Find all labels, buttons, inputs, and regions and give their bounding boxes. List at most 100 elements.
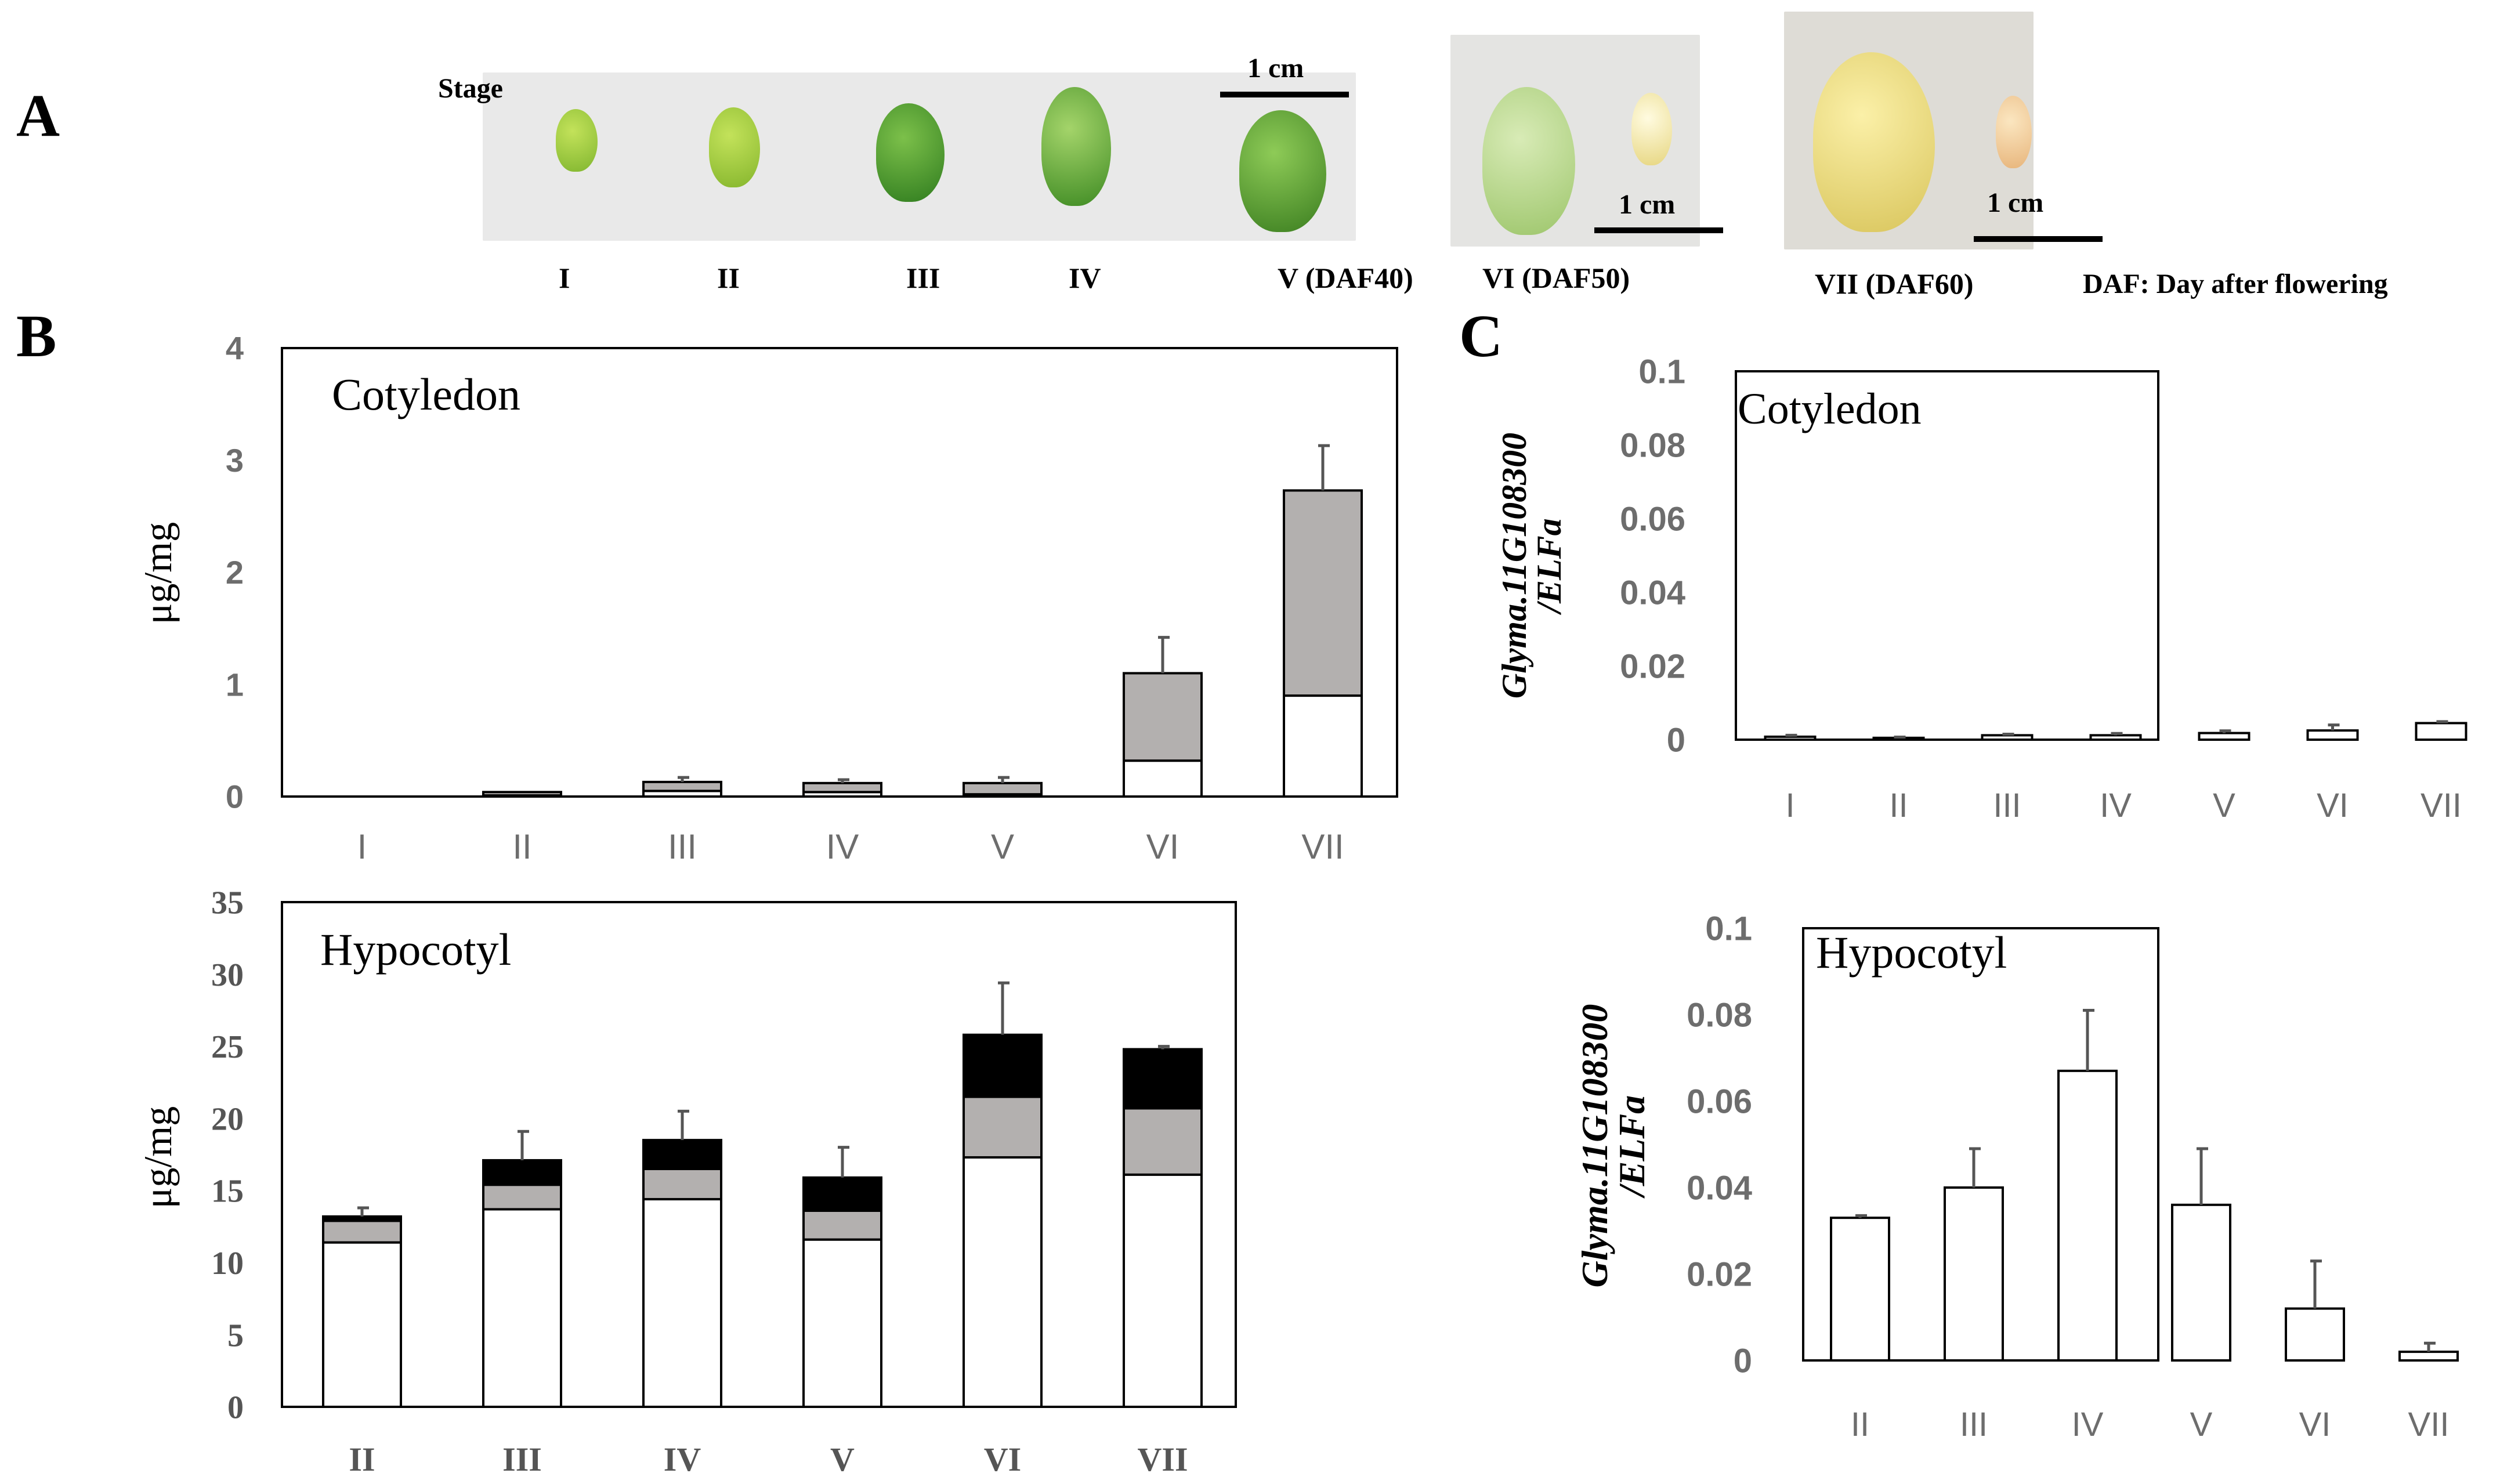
b-cotyledon-bar-gray	[1123, 672, 1203, 762]
scale-label-3: 1 cm	[1987, 187, 2044, 218]
panel-letter-a: A	[16, 82, 60, 149]
b-hypocotyl-ytick-label: 30	[211, 957, 244, 993]
c-cotyledon-ytick-label: 0	[1667, 721, 1685, 759]
seed-stage-v	[1239, 110, 1326, 232]
b-hypocotyl-bar-black	[322, 1215, 402, 1222]
b-hypocotyl-title: Hypocotyl	[320, 924, 511, 975]
b-hypocotyl-ytick-label: 20	[211, 1101, 244, 1137]
b-hypocotyl-bar-white	[1123, 1173, 1203, 1409]
c-hypocotyl-bar-expression	[2398, 1351, 2459, 1362]
stage-title: Stage	[438, 73, 503, 104]
b-hypocotyl-bar-gray	[322, 1219, 402, 1244]
scale-label-1: 1 cm	[1247, 53, 1304, 84]
b-cotyledon-ytick-label: 0	[226, 779, 244, 815]
c-cotyledon-category-label: VII	[2420, 787, 2462, 824]
c-cotyledon-ytick-label: 0.1	[1638, 353, 1685, 390]
b-hypocotyl-bar-white	[802, 1238, 882, 1409]
seed-stage-vii-sprout	[1996, 96, 2032, 168]
c-hypocotyl-ytick-label: 0.08	[1687, 996, 1752, 1034]
b-hypocotyl-bar-gray	[963, 1095, 1043, 1159]
scale-bar-3	[1974, 236, 2103, 242]
c-cotyledon-category-label: IV	[2100, 787, 2132, 824]
c-hypocotyl-bar-expression	[1830, 1217, 1890, 1362]
c-cotyledon-ytick-label: 0.06	[1620, 500, 1685, 538]
c-hypocotyl-ytick-label: 0	[1734, 1342, 1752, 1380]
c-cotyledon-bar-expression	[1764, 735, 1817, 741]
c-hypocotyl-ytick-label: 0.02	[1687, 1255, 1752, 1293]
c-cotyledon-category-label: I	[1785, 787, 1794, 824]
c-hypocotyl-bar-expression	[1944, 1186, 2004, 1362]
b-hypocotyl-category-label: III	[502, 1440, 542, 1478]
c-hypocotyl-bar-expression	[2171, 1203, 2231, 1362]
c-cotyledon-category-label: II	[1889, 787, 1908, 824]
c-cotyledon-ylabel-ref: /ELFa	[1530, 518, 1568, 615]
seed-stage-i	[556, 109, 598, 172]
c-cotyledon-bar-expression	[1981, 734, 2034, 741]
b-hypocotyl-bar-gray	[642, 1167, 722, 1201]
stage-label-v: V (DAF40)	[1278, 262, 1413, 294]
b-hypocotyl-category-label: VII	[1137, 1440, 1188, 1478]
c-hypocotyl-category-label: II	[1851, 1406, 1869, 1443]
c-hypocotyl-category-label: VI	[2299, 1406, 2331, 1443]
seed-stage-vi	[1482, 87, 1575, 235]
seed-stage-iii	[876, 103, 945, 202]
c-hypocotyl-ytick-label: 0.06	[1687, 1083, 1752, 1120]
b-cotyledon-ytick-label: 1	[226, 666, 244, 703]
b-cotyledon-ytick-label: 3	[226, 442, 244, 479]
scale-bar-2	[1594, 227, 1723, 233]
c-cotyledon-bar-expression	[2306, 729, 2359, 741]
b-cotyledon-bar-white	[1283, 694, 1363, 798]
b-hypocotyl-bar-gray	[802, 1209, 882, 1241]
b-hypocotyl-ylabel: μg/mg	[136, 1106, 180, 1208]
b-hypocotyl-ytick-label: 35	[211, 885, 244, 921]
b-hypocotyl-ytick-label: 15	[211, 1174, 244, 1210]
seed-stage-iv	[1041, 87, 1111, 206]
b-cotyledon-bar-gray	[802, 781, 882, 794]
stage-label-iv: IV	[1069, 262, 1101, 294]
stage-label-vi: VI (DAF50)	[1482, 262, 1630, 294]
b-hypocotyl-bar-gray	[1123, 1107, 1203, 1176]
b-hypocotyl-bar-black	[963, 1033, 1043, 1098]
c-cotyledon-ytick-label: 0.02	[1620, 647, 1685, 685]
c-cotyledon-ytick-label: 0.08	[1620, 426, 1685, 464]
b-hypocotyl-plot-frame	[281, 901, 1237, 1408]
seed-stage-ii	[709, 107, 760, 187]
c-hypocotyl-category-label: V	[2190, 1406, 2213, 1443]
stage-label-iii: III	[906, 262, 940, 294]
c-cotyledon-title: Cotyledon	[1738, 385, 1922, 433]
c-hypocotyl-bar-expression	[2057, 1069, 2118, 1362]
b-hypocotyl-bar-white	[482, 1208, 562, 1408]
b-hypocotyl-bar-black	[642, 1139, 722, 1170]
scale-label-2: 1 cm	[1619, 189, 1676, 220]
b-cotyledon-category-label: VII	[1301, 827, 1344, 866]
b-cotyledon-ylabel: μg/mg	[136, 522, 180, 624]
stage-label-i: I	[559, 262, 570, 294]
c-cotyledon-category-label: VI	[2317, 787, 2349, 824]
b-cotyledon-category-label: II	[512, 827, 531, 866]
seed-stage-vi-sprout	[1631, 93, 1672, 165]
panel-letter-b: B	[16, 303, 57, 370]
b-hypocotyl-ytick-label: 0	[227, 1390, 244, 1426]
b-hypocotyl-bar-black	[482, 1159, 562, 1186]
c-hypocotyl-category-label: III	[1960, 1406, 1988, 1443]
b-cotyledon-category-label: IV	[826, 827, 859, 866]
b-hypocotyl-bar-white	[322, 1241, 402, 1409]
daf-note: DAF: Day after flowering	[2083, 269, 2388, 299]
c-cotyledon-ytick-label: 0.04	[1620, 574, 1685, 611]
b-hypocotyl-ytick-label: 5	[227, 1317, 244, 1353]
c-cotyledon-ylabel-gene: Glyma.11G108300	[1495, 433, 1533, 698]
c-cotyledon-plot-frame	[1735, 370, 2159, 741]
b-cotyledon-category-label: V	[991, 827, 1014, 866]
b-cotyledon-category-label: III	[668, 827, 697, 866]
b-hypocotyl-bar-white	[963, 1156, 1043, 1408]
c-hypocotyl-ylabel-gene: Glyma.11G108300	[1574, 1004, 1615, 1288]
b-hypocotyl-category-label: V	[830, 1440, 855, 1478]
seed-stage-vii	[1813, 52, 1935, 232]
c-hypocotyl-bar-expression	[2285, 1307, 2345, 1362]
panel-letter-c: C	[1459, 303, 1503, 370]
c-cotyledon-category-label: V	[2213, 787, 2235, 824]
stage-label-vii: VII (DAF60)	[1815, 267, 1974, 300]
c-hypocotyl-ytick-label: 0.04	[1687, 1169, 1752, 1207]
b-cotyledon-bar-white	[1123, 759, 1203, 798]
